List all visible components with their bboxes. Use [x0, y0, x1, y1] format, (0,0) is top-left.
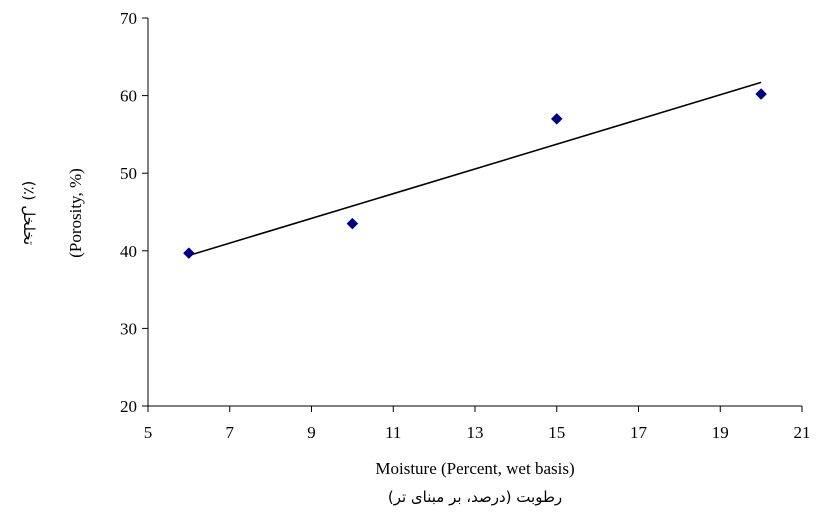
x-tick-label: 15 — [548, 423, 565, 442]
data-point — [183, 247, 195, 259]
data-point — [346, 217, 359, 230]
y-tick-label: 20 — [120, 397, 137, 416]
x-tick-label: 7 — [226, 423, 235, 442]
x-tick-label: 17 — [630, 423, 648, 442]
y-tick-label: 30 — [120, 319, 137, 338]
x-tick-label: 5 — [144, 423, 153, 442]
x-ticks: 5 7 9 11 13 15 17 19 21 — [144, 406, 811, 442]
trend-line — [188, 81, 762, 257]
y-tick-label: 70 — [120, 9, 137, 28]
data-point — [755, 88, 767, 100]
y-ticks: 20 30 40 50 60 70 — [120, 9, 148, 416]
plot-area: 20 30 40 50 60 70 5 7 9 11 13 15 17 19 21 — [120, 9, 811, 442]
x-tick-label: 13 — [467, 423, 484, 442]
x-tick-label: 11 — [385, 423, 401, 442]
x-tick-label: 9 — [307, 423, 316, 442]
y-axis-title: (Porosity, %) — [66, 168, 85, 258]
trendline-group — [188, 81, 762, 257]
data-points — [183, 88, 767, 259]
x-tick-label: 19 — [712, 423, 729, 442]
x-axis-title: Moisture (Percent, wet basis) — [375, 459, 574, 478]
x-tick-label: 21 — [794, 423, 811, 442]
y-tick-label: 50 — [120, 164, 137, 183]
y-tick-label: 40 — [120, 242, 137, 261]
y-axis-title-persian: تخلخل (٪) — [20, 181, 38, 245]
data-point — [550, 113, 563, 125]
x-axis-title-persian: رطوبت (درصد، بر مبنای تر) — [388, 488, 562, 506]
y-tick-label: 60 — [120, 87, 137, 106]
